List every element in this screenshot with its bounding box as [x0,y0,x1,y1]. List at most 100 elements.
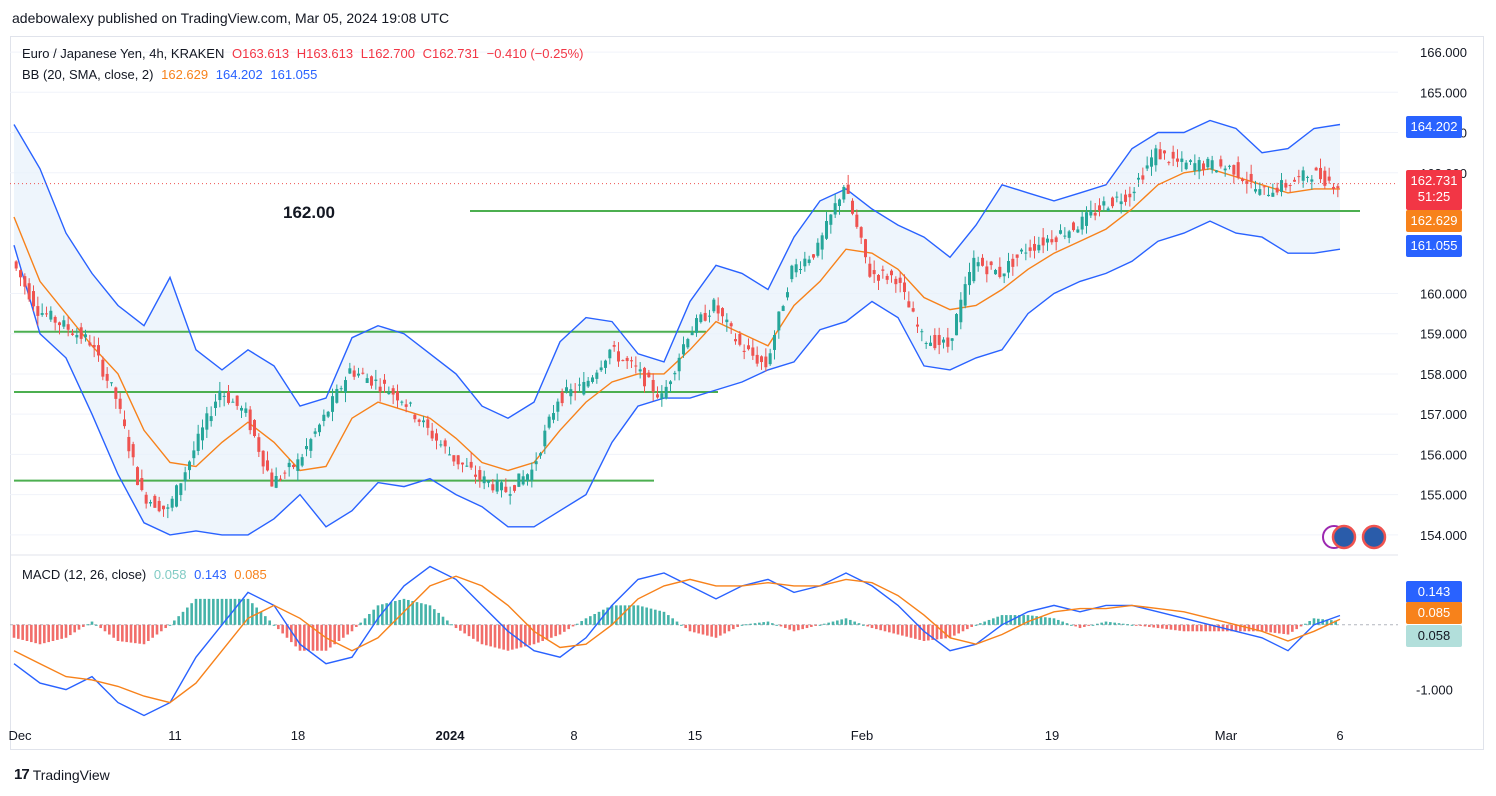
macd-hist-bar [1295,624,1298,630]
chart-tool-icons[interactable] [1322,524,1387,550]
macd-hist-bar [671,618,674,625]
candle-body [812,254,815,258]
candle-body [1059,230,1062,234]
candle-body [218,390,222,401]
candle-body [261,450,265,467]
macd-hist-bar [47,624,50,643]
y-tick-label: 158.000 [1420,367,1467,382]
candle-body [105,373,109,381]
macd-hist-bar [134,624,137,644]
candle-body [838,199,841,207]
tradingview-logo-icon: 17 [14,766,30,783]
candle-body [1037,244,1041,251]
macd-hist-bar [129,624,133,643]
candle-body [465,465,469,467]
candle-body [214,401,217,409]
macd-hist-bar [337,624,341,641]
candle-body [1323,170,1327,186]
candle-body [660,393,664,399]
macd-hist-bar [758,622,761,625]
symbol-label[interactable]: Euro / Japanese Yen, 4h, KRAKEN [22,46,225,61]
macd-hist-bar [368,614,371,625]
macd-hist-bar [1239,624,1242,632]
macd-hist-bar [1000,615,1004,625]
candle-body [829,214,833,225]
macd-hist-bar [506,624,510,651]
macd-hist-bar [1130,624,1134,626]
macd-hist-bar [294,624,297,647]
bb-label[interactable]: BB (20, SMA, close, 2) [22,67,154,82]
macd-hist-bar [420,603,423,625]
macd-hist-bar [524,624,527,647]
macd-hist-bar [905,624,908,637]
candle-body [937,335,941,345]
candle-body [75,334,79,338]
candle-body [140,478,144,490]
hist-tag: 0.058 [1406,625,1462,647]
macd-hist-bar [645,607,648,625]
candle-body [911,308,915,312]
candle-body [153,495,157,508]
macd-hist-bar [480,624,484,645]
candle-body [283,472,287,474]
tradingview-footer[interactable]: 17 TradingView [14,766,110,783]
candle-body [1267,194,1270,197]
candle-body [1067,231,1071,238]
macd-hist-bar [623,605,627,625]
candle-body [846,184,850,194]
macd-hist-bar [1252,624,1255,632]
candle-body [885,275,889,280]
bb-basis-tag: 162.629 [1406,210,1462,232]
macd-hist-bar [1070,624,1073,626]
macd-hist-bar [818,624,822,626]
macd-hist-bar [394,601,397,625]
candle-body [443,440,447,447]
candle-body [1280,180,1283,192]
candle-body [708,315,711,317]
candle-body [712,299,716,312]
macd-hist-bar [805,624,809,629]
candle-body [573,391,577,393]
candle-body [1327,176,1331,181]
macd-hist-bar [342,624,345,638]
macd-hist-bar [428,605,432,625]
macd-hist-bar [69,624,72,636]
macd-hist-bar [1273,624,1277,633]
macd-hist-bar [86,624,89,626]
candle-body [985,266,989,275]
candle-body [279,478,282,480]
macd-hist-bar [532,624,536,645]
macd-label[interactable]: MACD (12, 26, close) [22,567,147,582]
candle-body [552,413,555,420]
candle-body [1219,159,1223,167]
macd-hist-bar [1035,616,1038,625]
candle-body [1141,175,1145,180]
candle-body [270,472,274,487]
macd-hist-bar [1165,624,1168,630]
macd-hist-bar [619,605,622,625]
candle-body [292,464,295,468]
flag-icon-eu-2[interactable] [1361,524,1387,550]
candle-body [53,316,57,323]
macd-hist-bar [298,624,302,651]
candle-body [396,391,399,401]
macd-hist-bar [675,621,679,625]
candle-body [183,472,187,482]
candle-body [1180,158,1184,162]
close-value: C162.731 [422,46,479,61]
candle-body [205,413,209,430]
macd-hist-bar [628,605,631,625]
candle-body [274,476,278,488]
candle-body [820,235,824,250]
macd-hist-bar [875,624,878,630]
macd-hist-bar [56,624,59,640]
candle-body [998,266,1002,277]
macd-hist-bar [1291,624,1294,632]
flag-icon-eu[interactable] [1331,524,1357,550]
candle-body [1241,179,1244,182]
macd-hist-bar [979,623,982,625]
candle-body [123,419,126,427]
candle-body [517,473,521,487]
candle-body [764,356,768,368]
